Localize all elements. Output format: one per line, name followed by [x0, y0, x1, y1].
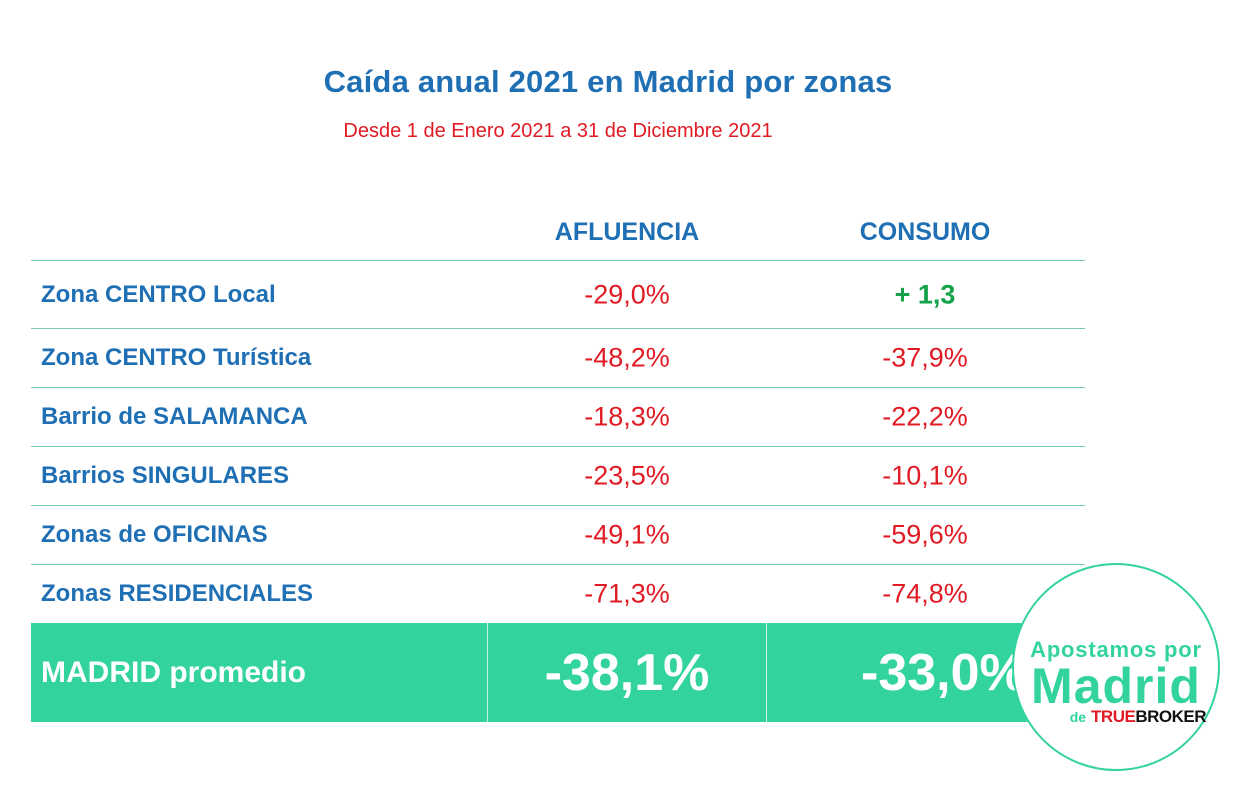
- row-consumo-value: + 1,3: [894, 279, 956, 309]
- row-afluencia-value: -18,3%: [584, 401, 670, 432]
- row-consumo-value: -74,8%: [882, 578, 968, 609]
- total-divider: [487, 623, 488, 722]
- row-consumo-value: -22,2%: [882, 401, 968, 432]
- column-header-consumo: CONSUMO: [859, 218, 991, 246]
- row-zona-label: Zonas de OFICINAS: [41, 521, 268, 548]
- row-afluencia-value: -71,3%: [584, 578, 670, 609]
- table-row: Zona CENTRO Turística -48,2% -37,9%: [31, 328, 1085, 387]
- row-consumo-value: -37,9%: [882, 342, 968, 373]
- total-row: MADRID promedio -38,1% -33,0%: [31, 623, 1085, 722]
- logo-de: de: [1069, 709, 1087, 725]
- row-zona-label: Barrios SINGULARES: [41, 462, 290, 489]
- row-afluencia-value: -49,1%: [584, 519, 670, 550]
- total-afluencia-value: -38,1%: [544, 643, 710, 702]
- row-zona-label: Barrio de SALAMANCA: [41, 403, 308, 430]
- row-consumo-value: -10,1%: [882, 460, 968, 491]
- row-afluencia-value: -23,5%: [584, 460, 670, 491]
- logo-line-madrid: Madrid: [1031, 658, 1201, 714]
- apostamos-por-madrid-logo: Apostamos por Madrid de TRUEBROKER: [1012, 563, 1220, 771]
- logo-line-apostamos: Apostamos por: [1030, 637, 1202, 662]
- page-subtitle: Desde 1 de Enero 2021 a 31 de Diciembre …: [343, 120, 773, 142]
- table-row: Zona CENTRO Local -29,0% + 1,3: [31, 260, 1085, 328]
- column-header-afluencia: AFLUENCIA: [554, 218, 700, 246]
- table-row: Zonas RESIDENCIALES -71,3% -74,8%: [31, 564, 1085, 623]
- total-divider: [766, 623, 767, 722]
- row-afluencia-value: -29,0%: [584, 279, 670, 309]
- data-table: Zona CENTRO Local -29,0% + 1,3 Zona CENT…: [31, 260, 1085, 623]
- table-row: Barrio de SALAMANCA -18,3% -22,2%: [31, 387, 1085, 446]
- logo-brand-broker: BROKER: [1135, 707, 1206, 726]
- row-zona-label: Zona CENTRO Turística: [41, 344, 312, 371]
- table-row: Barrios SINGULARES -23,5% -10,1%: [31, 446, 1085, 505]
- row-afluencia-value: -48,2%: [584, 342, 670, 373]
- table-row: Zonas de OFICINAS -49,1% -59,6%: [31, 505, 1085, 564]
- row-zona-label: Zona CENTRO Local: [41, 280, 276, 308]
- row-consumo-value: -59,6%: [882, 519, 968, 550]
- total-consumo-value: -33,0%: [861, 643, 1026, 702]
- logo-brand-true: TRUE: [1091, 707, 1136, 726]
- logo-brand: de TRUEBROKER: [1069, 707, 1207, 727]
- total-label: MADRID promedio: [41, 655, 306, 689]
- row-zona-label: Zonas RESIDENCIALES: [41, 580, 314, 607]
- page-title: Caída anual 2021 en Madrid por zonas: [323, 64, 893, 99]
